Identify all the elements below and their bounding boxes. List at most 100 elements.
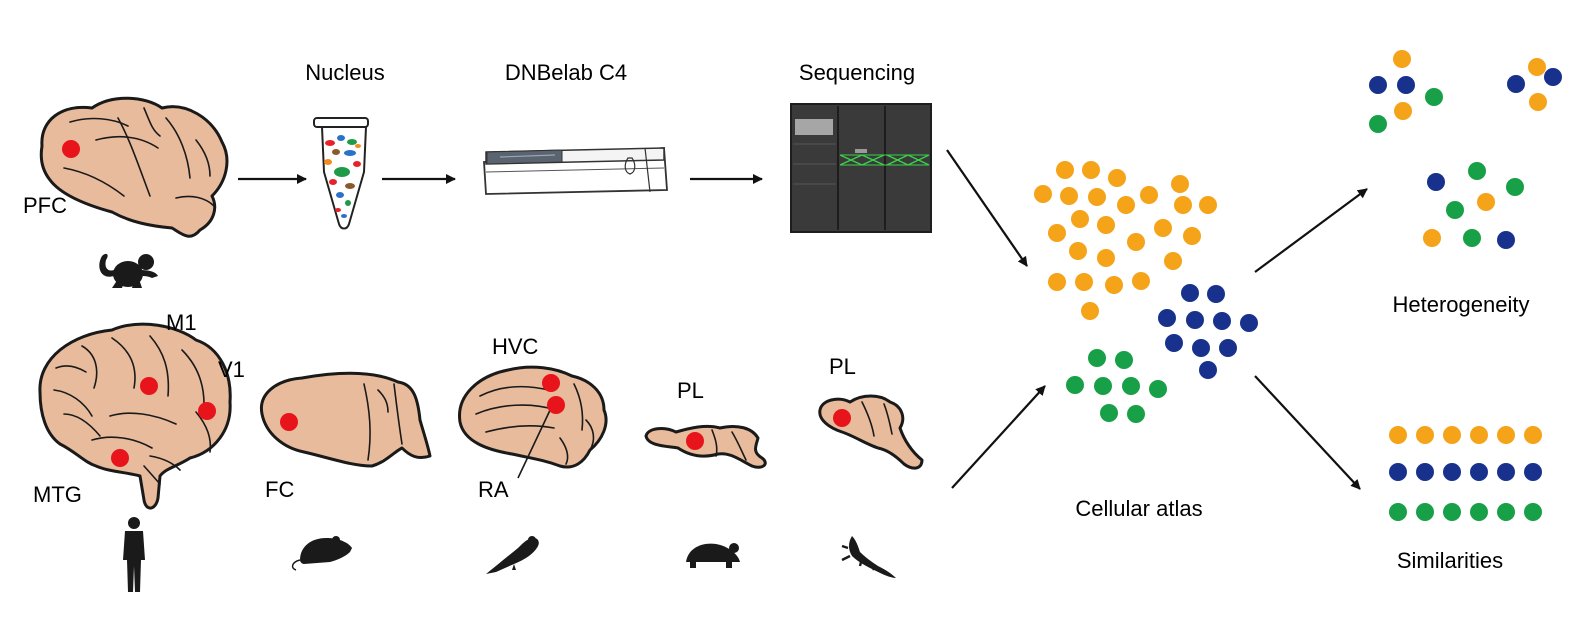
arrow-species-to-atlas xyxy=(951,385,1046,489)
heterogeneity-dot-3 xyxy=(1397,76,1415,94)
mouse-brain xyxy=(259,371,432,468)
atlas-dot-18 xyxy=(1069,242,1087,260)
heterogeneity-dot-17 xyxy=(1463,229,1481,247)
atlas-dot-15 xyxy=(1183,227,1201,245)
lizard-brain xyxy=(818,394,924,470)
atlas-dot-1 xyxy=(1056,161,1074,179)
similarities-dot-3 xyxy=(1443,426,1461,444)
region-marker-pl-lizard xyxy=(833,409,851,427)
heterogeneity-dot-6 xyxy=(1369,115,1387,133)
label-cellular-atlas: Cellular atlas xyxy=(1075,496,1202,521)
monkey-icon xyxy=(99,253,158,288)
similarities-dot-13 xyxy=(1389,503,1407,521)
heterogeneity-dot-10 xyxy=(1529,93,1547,111)
heterogeneity-dot-9 xyxy=(1507,75,1525,93)
sequencer-machine xyxy=(790,103,932,233)
cellular-atlas-cluster xyxy=(1034,161,1258,423)
atlas-dot-10 xyxy=(1199,196,1217,214)
atlas-dot-19 xyxy=(1097,249,1115,267)
atlas-dot-32 xyxy=(1165,334,1183,352)
similarities-dot-4 xyxy=(1470,426,1488,444)
turtle-icon xyxy=(686,543,740,568)
label-dnbelab: DNBelab C4 xyxy=(505,60,627,85)
atlas-dot-34 xyxy=(1219,339,1237,357)
label-v1: V1 xyxy=(218,357,245,382)
region-marker-pl-turtle xyxy=(686,432,704,450)
similarities-dot-11 xyxy=(1497,463,1515,481)
arrow-atlas-to-similarities xyxy=(1254,375,1361,490)
label-m1: M1 xyxy=(166,310,197,335)
label-pl-lizard: PL xyxy=(829,354,856,379)
heterogeneity-dot-14 xyxy=(1477,193,1495,211)
region-marker-pfc xyxy=(62,140,80,158)
label-sequencing: Sequencing xyxy=(799,60,915,85)
atlas-dot-7 xyxy=(1088,188,1106,206)
label-pfc: PFC xyxy=(23,193,67,218)
atlas-dot-39 xyxy=(1094,377,1112,395)
region-marker-m1 xyxy=(140,377,158,395)
similarities-dot-14 xyxy=(1416,503,1434,521)
atlas-dot-12 xyxy=(1071,210,1089,228)
atlas-dot-29 xyxy=(1186,311,1204,329)
similarities-dot-12 xyxy=(1524,463,1542,481)
region-marker-fc xyxy=(280,413,298,431)
atlas-dot-27 xyxy=(1207,285,1225,303)
atlas-dot-24 xyxy=(1132,272,1150,290)
atlas-dot-40 xyxy=(1122,377,1140,395)
heterogeneity-dot-13 xyxy=(1506,178,1524,196)
region-marker-hvc xyxy=(542,374,560,392)
similarities-dot-6 xyxy=(1524,426,1542,444)
similarities-dot-10 xyxy=(1470,463,1488,481)
atlas-dot-33 xyxy=(1192,339,1210,357)
atlas-dot-35 xyxy=(1199,361,1217,379)
heterogeneity-dot-15 xyxy=(1446,201,1464,219)
atlas-dot-14 xyxy=(1154,219,1172,237)
atlas-dot-23 xyxy=(1105,276,1123,294)
atlas-dot-38 xyxy=(1066,376,1084,394)
label-pl-turtle: PL xyxy=(677,378,704,403)
similarities-dot-8 xyxy=(1416,463,1434,481)
atlas-dot-3 xyxy=(1108,169,1126,187)
region-marker-mtg xyxy=(111,449,129,467)
atlas-dot-20 xyxy=(1164,252,1182,270)
atlas-dot-8 xyxy=(1140,186,1158,204)
heterogeneity-dot-5 xyxy=(1394,102,1412,120)
dnbelab-chip xyxy=(483,147,668,195)
bird-icon xyxy=(486,536,539,574)
heterogeneity-dot-18 xyxy=(1497,231,1515,249)
region-marker-v1 xyxy=(198,402,216,420)
heterogeneity-dot-12 xyxy=(1427,173,1445,191)
heterogeneity-dot-7 xyxy=(1528,58,1546,76)
label-nucleus: Nucleus xyxy=(305,60,384,85)
region-marker-ra xyxy=(547,396,565,414)
atlas-dot-41 xyxy=(1149,380,1167,398)
human-icon xyxy=(123,517,145,592)
label-similarities: Similarities xyxy=(1397,548,1503,573)
label-heterogeneity: Heterogeneity xyxy=(1393,292,1530,317)
similarities-dot-7 xyxy=(1389,463,1407,481)
heterogeneity-dot-16 xyxy=(1423,229,1441,247)
atlas-dot-11 xyxy=(1117,196,1135,214)
heterogeneity-dot-1 xyxy=(1393,50,1411,68)
atlas-dot-13 xyxy=(1097,216,1115,234)
heterogeneity-dot-8 xyxy=(1544,68,1562,86)
atlas-dot-22 xyxy=(1075,273,1093,291)
atlas-dot-5 xyxy=(1034,185,1052,203)
label-hvc: HVC xyxy=(492,334,539,359)
mouse-icon xyxy=(291,536,352,571)
similarities-grid xyxy=(1389,426,1542,521)
atlas-dot-6 xyxy=(1060,187,1078,205)
atlas-dot-26 xyxy=(1181,284,1199,302)
similarities-dot-17 xyxy=(1497,503,1515,521)
atlas-dot-31 xyxy=(1240,314,1258,332)
similarities-dot-2 xyxy=(1416,426,1434,444)
human-brain xyxy=(38,322,232,510)
atlas-dot-28 xyxy=(1158,309,1176,327)
similarities-dot-5 xyxy=(1497,426,1515,444)
atlas-dot-17 xyxy=(1127,233,1145,251)
heterogeneity-dot-11 xyxy=(1468,162,1486,180)
similarities-dot-1 xyxy=(1389,426,1407,444)
similarities-dot-9 xyxy=(1443,463,1461,481)
heterogeneity-dot-2 xyxy=(1369,76,1387,94)
